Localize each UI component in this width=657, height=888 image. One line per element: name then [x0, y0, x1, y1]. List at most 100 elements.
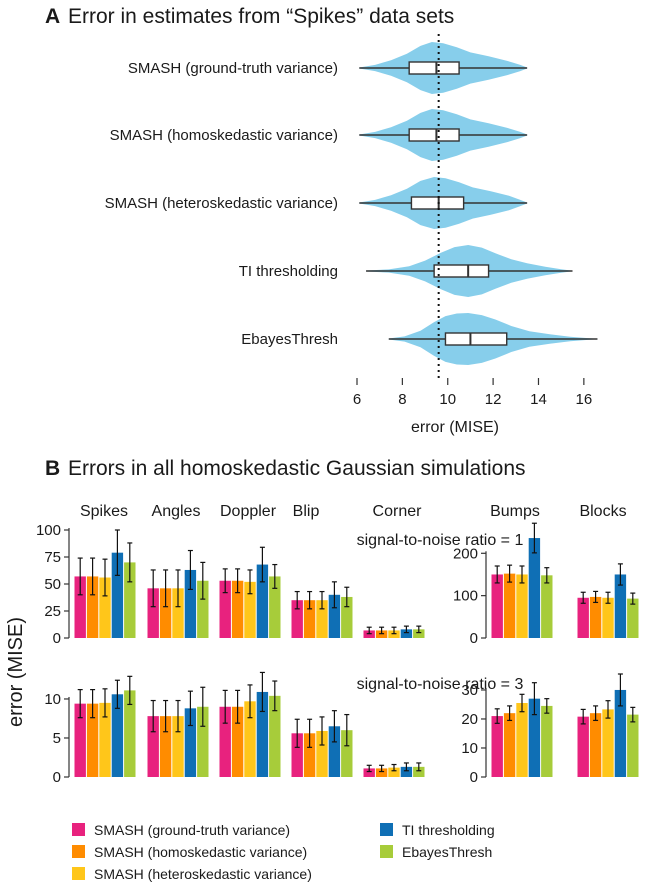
bar-1-4-2: [388, 767, 400, 777]
y-tick-label-1-1-0: 0: [470, 769, 478, 786]
bar-0-5-0: [491, 574, 503, 638]
y-tick-label-0-1-0: 0: [470, 630, 478, 647]
violin-label-0: SMASH (ground-truth variance): [128, 60, 338, 77]
x-tick-label-1: 8: [398, 391, 406, 408]
bar-1-1-0: [147, 716, 159, 777]
y-tick-label-0-0-0: 0: [53, 630, 61, 647]
bar-1-6-2: [602, 709, 614, 777]
bar-1-5-4: [541, 705, 553, 777]
legend-label-0: SMASH (ground-truth variance): [94, 822, 290, 838]
bar-0-5-4: [541, 575, 553, 638]
bar-0-6-2: [602, 597, 614, 638]
bar-0-1-3: [184, 569, 197, 638]
bar-0-2-4: [269, 576, 281, 638]
bar-0-5-1: [503, 573, 516, 638]
x-tick-label-4: 14: [530, 391, 547, 408]
legend-swatch-3: [380, 823, 393, 836]
category-label-4: Corner: [373, 503, 423, 520]
bar-0-0-4: [124, 562, 136, 638]
bar-1-3-4: [341, 730, 353, 777]
legend-label-4: EbayesThresh: [402, 844, 492, 860]
bar-0-1-4: [197, 580, 209, 638]
legend-label-1: SMASH (homoskedastic variance): [94, 844, 307, 860]
iqr-box-0: [408, 61, 460, 75]
x-tick-label-5: 16: [576, 391, 593, 408]
bar-1-1-1: [159, 716, 172, 777]
y-tick-label-0-1-1: 100: [453, 588, 478, 605]
bar-1-6-3: [614, 689, 627, 777]
bar-0-0-0: [74, 576, 86, 638]
bar-1-6-4: [627, 714, 639, 777]
bar-0-2-0: [219, 580, 231, 638]
bar-1-0-0: [74, 703, 86, 777]
row-label-0: signal-to-noise ratio = 1: [357, 532, 524, 549]
iqr-box-4: [444, 332, 508, 346]
category-label-3: Blip: [293, 503, 320, 520]
bar-0-4-3: [400, 629, 413, 638]
bar-plot-area: Spikes Angles Doppler Blip Corner Bumps Blocks…: [36, 503, 639, 786]
bar-1-5-2: [516, 703, 528, 777]
legend-label-2: SMASH (heteroskedastic variance): [94, 866, 312, 882]
bar-1-1-4: [197, 706, 209, 777]
bar-1-4-3: [400, 766, 413, 777]
panel-a: A Error in estimates from “Spikes” data …: [45, 5, 598, 436]
legend-swatch-2: [72, 867, 85, 880]
violin-label-4: EbayesThresh: [241, 331, 338, 348]
panel-a-title: Error in estimates from “Spikes” data se…: [68, 5, 454, 28]
panel-b-y-axis-label: error (MISE): [5, 617, 27, 727]
iqr-box-1: [408, 128, 460, 142]
bar-0-6-3: [614, 574, 627, 638]
y-tick-label-0-0-3: 75: [44, 549, 61, 566]
y-tick-label-0-0-1: 25: [44, 603, 61, 620]
bar-0-1-1: [159, 588, 172, 638]
bar-1-0-3: [111, 694, 124, 777]
legend-label-3: TI thresholding: [402, 822, 495, 838]
bar-0-0-2: [99, 577, 111, 638]
bar-0-2-2: [244, 581, 256, 638]
y-tick-label-1-1-2: 20: [461, 711, 478, 728]
bar-0-1-2: [172, 588, 184, 638]
y-tick-label-0-0-2: 50: [44, 576, 61, 593]
bar-1-4-0: [363, 768, 375, 777]
bar-1-2-4: [269, 695, 281, 777]
bar-0-3-2: [316, 600, 328, 638]
y-tick-label-1-0-0: 0: [53, 769, 61, 786]
x-tick-label-3: 12: [485, 391, 502, 408]
category-label-0: Spikes: [80, 503, 128, 520]
bar-0-3-0: [291, 600, 303, 638]
panel-a-letter: A: [45, 5, 60, 28]
bar-1-0-1: [86, 703, 99, 777]
violin-label-2: SMASH (heteroskedastic variance): [105, 195, 338, 212]
bar-0-0-3: [111, 552, 124, 638]
y-tick-label-1-0-1: 5: [53, 730, 61, 747]
bar-0-6-0: [577, 597, 589, 638]
bar-1-6-0: [577, 716, 589, 777]
bar-1-3-1: [303, 733, 316, 777]
bar-0-6-4: [627, 598, 639, 638]
category-label-2: Doppler: [220, 503, 277, 520]
bar-1-5-0: [491, 716, 503, 777]
y-tick-label-0-0-4: 100: [36, 522, 61, 539]
iqr-box-3: [433, 264, 490, 278]
category-label-1: Angles: [152, 503, 201, 520]
bar-1-5-3: [528, 698, 541, 777]
bar-1-1-3: [184, 708, 197, 777]
bar-1-6-1: [589, 713, 602, 777]
y-tick-label-1-1-1: 10: [461, 740, 478, 757]
bar-0-5-3: [528, 538, 541, 638]
panel-a-x-axis-label: error (MISE): [411, 419, 499, 436]
legend-swatch-0: [72, 823, 85, 836]
bar-0-2-3: [256, 564, 269, 638]
x-tick-label-0: 6: [353, 391, 361, 408]
bar-0-2-1: [231, 580, 244, 638]
bar-1-2-3: [256, 691, 269, 777]
category-label-6: Blocks: [579, 503, 626, 520]
bar-1-2-2: [244, 701, 256, 777]
category-label-5: Bumps: [490, 503, 540, 520]
legend-swatch-1: [72, 845, 85, 858]
legend-swatch-4: [380, 845, 393, 858]
row-label-1: signal-to-noise ratio = 3: [357, 676, 524, 693]
violin-plot-area: SMASH (ground-truth variance) SMASH (homo…: [105, 34, 598, 408]
panel-b-letter: B: [45, 457, 60, 480]
violin-label-1: SMASH (homoskedastic variance): [110, 127, 338, 144]
